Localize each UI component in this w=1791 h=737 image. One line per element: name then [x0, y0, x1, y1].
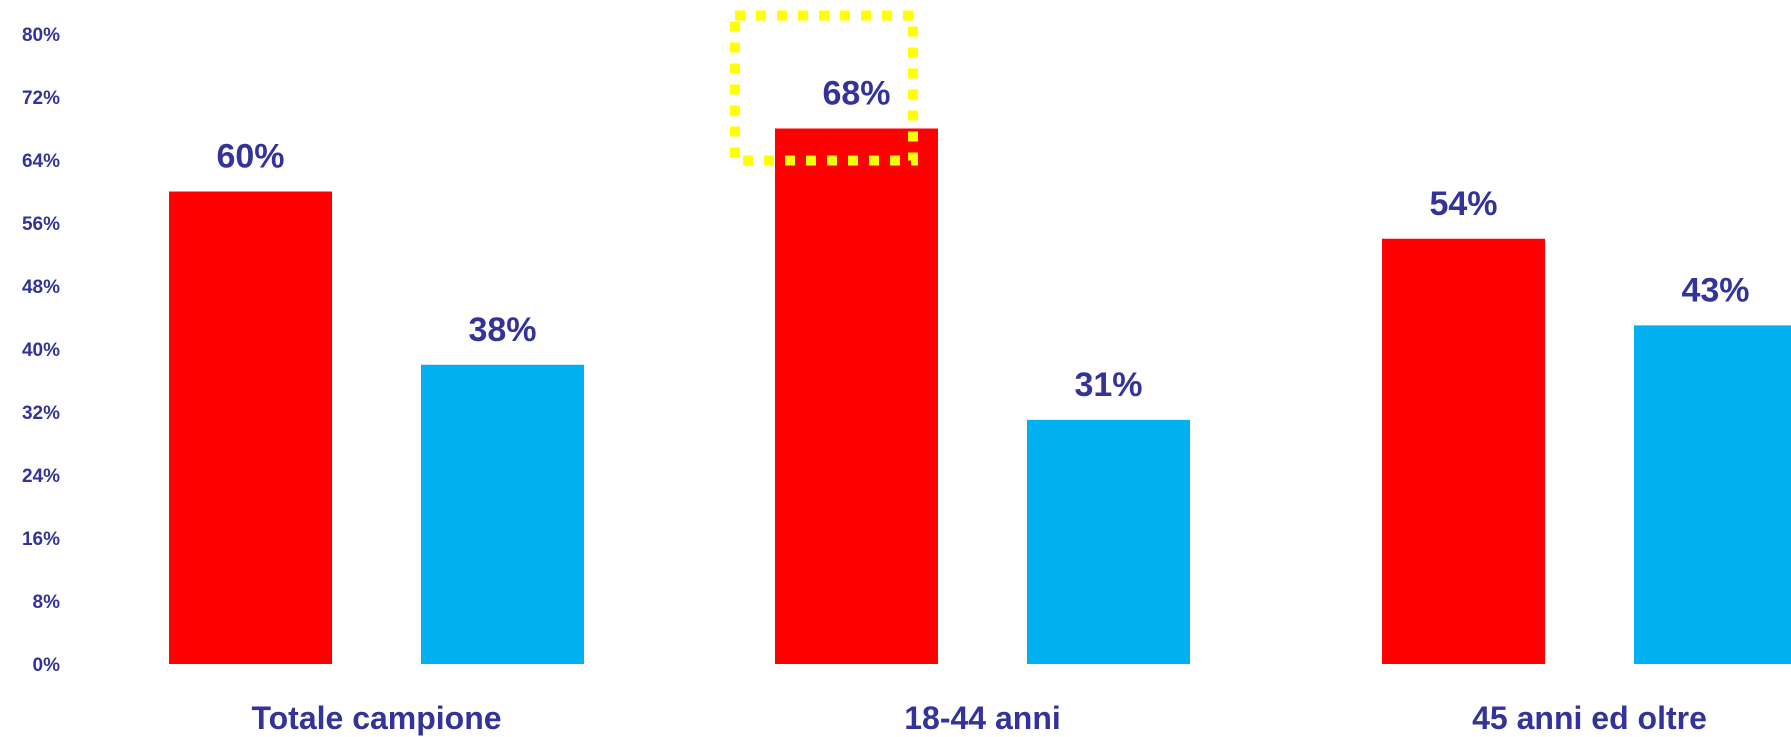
y-tick-label: 64% — [22, 151, 60, 172]
data-labels: 60% 68% 54% 38% 31% 43% — [216, 75, 1749, 404]
highlight-box — [730, 10, 918, 166]
bar — [169, 191, 332, 664]
data-label: 54% — [1429, 185, 1497, 223]
bar — [775, 128, 938, 664]
x-axis: Totale campione 18-44 anni 45 anni ed oltr… — [251, 700, 1706, 736]
bar — [1634, 325, 1791, 664]
data-label: 38% — [468, 311, 536, 349]
category-label: 45 anni ed oltre — [1472, 700, 1707, 736]
highlight-layer — [730, 10, 918, 166]
y-tick-label: 24% — [22, 466, 60, 487]
y-tick-label: 40% — [22, 340, 60, 361]
bar — [1382, 238, 1545, 664]
bar — [421, 364, 584, 664]
y-tick-label: 0% — [33, 655, 61, 676]
y-tick-label: 72% — [22, 88, 60, 109]
data-label: 31% — [1074, 366, 1142, 404]
data-label: 68% — [822, 75, 890, 113]
y-axis: 0% 8% 16% 24% 32% 40% 48% 56% 64% 72% 80% — [22, 25, 60, 676]
y-tick-label: 8% — [33, 592, 61, 613]
data-label: 60% — [216, 138, 284, 176]
y-tick-label: 56% — [22, 214, 60, 235]
y-tick-label: 80% — [22, 25, 60, 46]
category-label: 18-44 anni — [904, 700, 1061, 736]
data-label: 43% — [1681, 271, 1749, 309]
bars — [169, 128, 1791, 664]
bar — [1027, 419, 1190, 664]
category-label: Totale campione — [251, 700, 501, 736]
y-tick-label: 48% — [22, 277, 60, 298]
y-tick-label: 16% — [22, 529, 60, 550]
y-tick-label: 32% — [22, 403, 60, 424]
